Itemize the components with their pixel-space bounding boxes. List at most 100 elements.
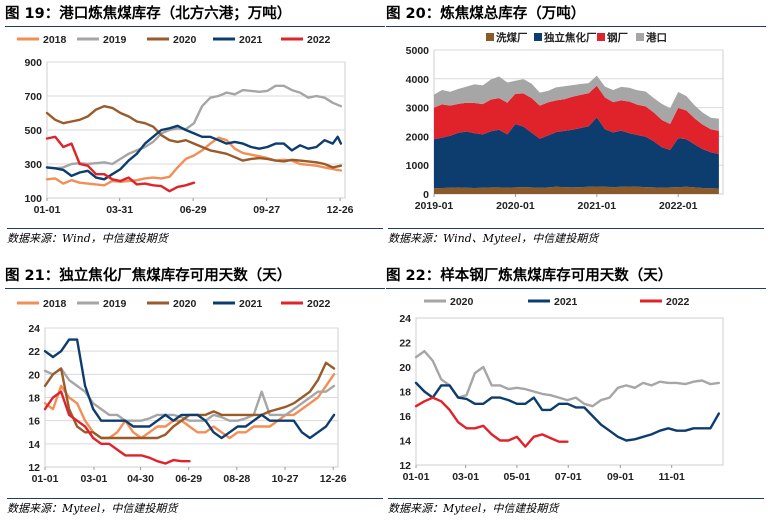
chart-total-inventory: 0 1000 2000 3000 4000 5000 2019-01 2020-01 2021-… <box>406 31 724 212</box>
y-tick-label: 18 <box>399 387 411 399</box>
area-series-港口 <box>434 75 719 131</box>
line-series-2020 <box>414 349 720 408</box>
legend-label: 2019 <box>103 34 127 46</box>
y-tick-label: 20 <box>28 369 40 381</box>
y-tick-label: 1000 <box>406 160 430 172</box>
legend-label: 2021 <box>554 296 578 308</box>
y-tick-label: 22 <box>399 338 411 350</box>
legend-label: 独立焦化厂 <box>543 31 597 44</box>
line-series-2019 <box>43 367 336 422</box>
x-tick-label: 06-29 <box>180 204 207 216</box>
panel-title: 图 19：港口炼焦煤库存（北方六港；万吨） <box>5 2 385 27</box>
x-tick-label: 2020-01 <box>496 200 535 212</box>
y-tick-label: 4000 <box>406 74 430 86</box>
legend-swatch <box>636 33 644 41</box>
legend-label: 2021 <box>239 298 263 310</box>
legend-swatch <box>486 33 494 41</box>
legend-label: 2020 <box>450 296 474 308</box>
x-tick-label: 01-01 <box>32 473 59 485</box>
x-tick-label: 04-30 <box>127 473 154 485</box>
y-tick-label: 0 <box>423 189 429 201</box>
y-tick-label: 3000 <box>406 103 430 115</box>
y-tick-label: 20 <box>399 362 411 374</box>
y-tick-label: 24 <box>399 313 411 325</box>
plot-frame <box>415 317 724 466</box>
y-tick-label: 900 <box>24 57 42 69</box>
line-series-2022 <box>414 396 569 448</box>
x-tick-label: 11-01 <box>659 471 685 483</box>
legend-label: 港口 <box>646 31 667 44</box>
panel-port-inventory: 图 19：港口炼焦煤库存（北方六港；万吨） 100 300 500 700 900 01-… <box>5 2 385 262</box>
y-tick-label: 500 <box>24 125 42 137</box>
x-tick-label: 03-01 <box>81 473 108 485</box>
x-tick-label: 09-27 <box>253 204 280 216</box>
x-tick-label: 08-28 <box>223 473 250 485</box>
line-series-2021 <box>43 338 336 440</box>
y-tick-label: 100 <box>24 193 42 205</box>
line-series-2019 <box>45 84 343 170</box>
y-tick-label: 24 <box>28 323 40 335</box>
y-tick-label: 12 <box>28 462 40 474</box>
x-tick-label: 06-29 <box>175 473 202 485</box>
legend-label: 2020 <box>173 298 197 310</box>
legend-label: 2022 <box>666 296 690 308</box>
panel-title: 图 21：独立焦化厂焦煤库存可用天数（天） <box>5 264 385 289</box>
line-series-2021 <box>414 381 720 442</box>
chart-port-inventory: 100 300 500 700 900 01-01 03-31 06-29 09-27 12-26… <box>17 34 354 216</box>
y-tick-label: 16 <box>399 411 411 423</box>
panel-total-inventory: 图 20：炼焦煤总库存（万吨） 0 1000 2000 3000 4000 5000 201… <box>386 2 766 262</box>
x-tick-label: 09-01 <box>607 471 634 483</box>
y-tick-label: 18 <box>28 393 40 405</box>
legend-label: 2018 <box>43 34 67 46</box>
area-series-洗煤厂 <box>434 186 719 194</box>
legend-label: 钢厂 <box>607 31 628 44</box>
x-tick-label: 2019-01 <box>415 200 454 212</box>
x-tick-label: 01-01 <box>34 204 61 216</box>
x-tick-label: 05-01 <box>504 471 531 483</box>
line-series-2022 <box>43 390 191 465</box>
panel-steel-days: 图 22：样本钢厂炼焦煤库存可用天数（天） 12 14 16 18 20 22 24 01-0… <box>386 264 766 524</box>
legend-swatch <box>534 33 542 41</box>
panel-title: 图 20：炼焦煤总库存（万吨） <box>386 2 766 27</box>
x-tick-label: 03-31 <box>106 204 133 216</box>
y-tick-label: 22 <box>28 346 40 358</box>
line-series-2018 <box>43 373 336 440</box>
legend-label: 洗煤厂 <box>496 31 528 44</box>
x-tick-label: 01-01 <box>403 471 430 483</box>
line-series-2020 <box>45 105 343 169</box>
y-tick-label: 16 <box>28 416 40 428</box>
source-note: 数据来源：Wind、Myteel，中信建投期货 <box>388 228 764 247</box>
legend-label: 2020 <box>173 34 197 46</box>
y-tick-label: 2000 <box>406 131 430 143</box>
x-tick-label: 07-01 <box>555 471 582 483</box>
legend-swatch <box>597 33 605 41</box>
x-tick-label: 12-26 <box>327 204 354 216</box>
legend-label: 2022 <box>307 298 331 310</box>
legend-label: 2022 <box>307 34 331 46</box>
x-tick-label: 2021-01 <box>578 200 617 212</box>
y-tick-label: 300 <box>24 159 42 171</box>
y-tick-label: 14 <box>399 436 411 448</box>
source-note: 数据来源：Wind，中信建投期货 <box>7 228 383 247</box>
panel-coking-days: 图 21：独立焦化厂焦煤库存可用天数（天） 12 14 16 18 20 22 24 01-0… <box>5 264 385 524</box>
legend-label: 2021 <box>239 34 263 46</box>
legend-label: 2019 <box>103 298 127 310</box>
y-tick-label: 700 <box>24 91 42 103</box>
y-tick-label: 5000 <box>406 45 430 57</box>
y-tick-label: 12 <box>399 460 411 472</box>
source-note: 数据来源：Myteel，中信建投期货 <box>7 498 383 517</box>
source-note: 数据来源：Myteel，中信建投期货 <box>388 498 764 517</box>
x-tick-label: 03-01 <box>452 471 479 483</box>
line-series-2022 <box>45 135 196 193</box>
legend-label: 2018 <box>43 298 67 310</box>
area-series-独立焦化厂 <box>434 117 719 189</box>
area-series-钢厂 <box>434 85 719 154</box>
line-series-2021 <box>45 124 343 181</box>
x-tick-label: 10-27 <box>272 473 299 485</box>
panel-title: 图 22：样本钢厂炼焦煤库存可用天数（天） <box>386 264 766 289</box>
x-tick-label: 12-26 <box>320 473 347 485</box>
x-tick-label: 2022-01 <box>659 200 698 212</box>
y-tick-label: 14 <box>28 439 40 451</box>
